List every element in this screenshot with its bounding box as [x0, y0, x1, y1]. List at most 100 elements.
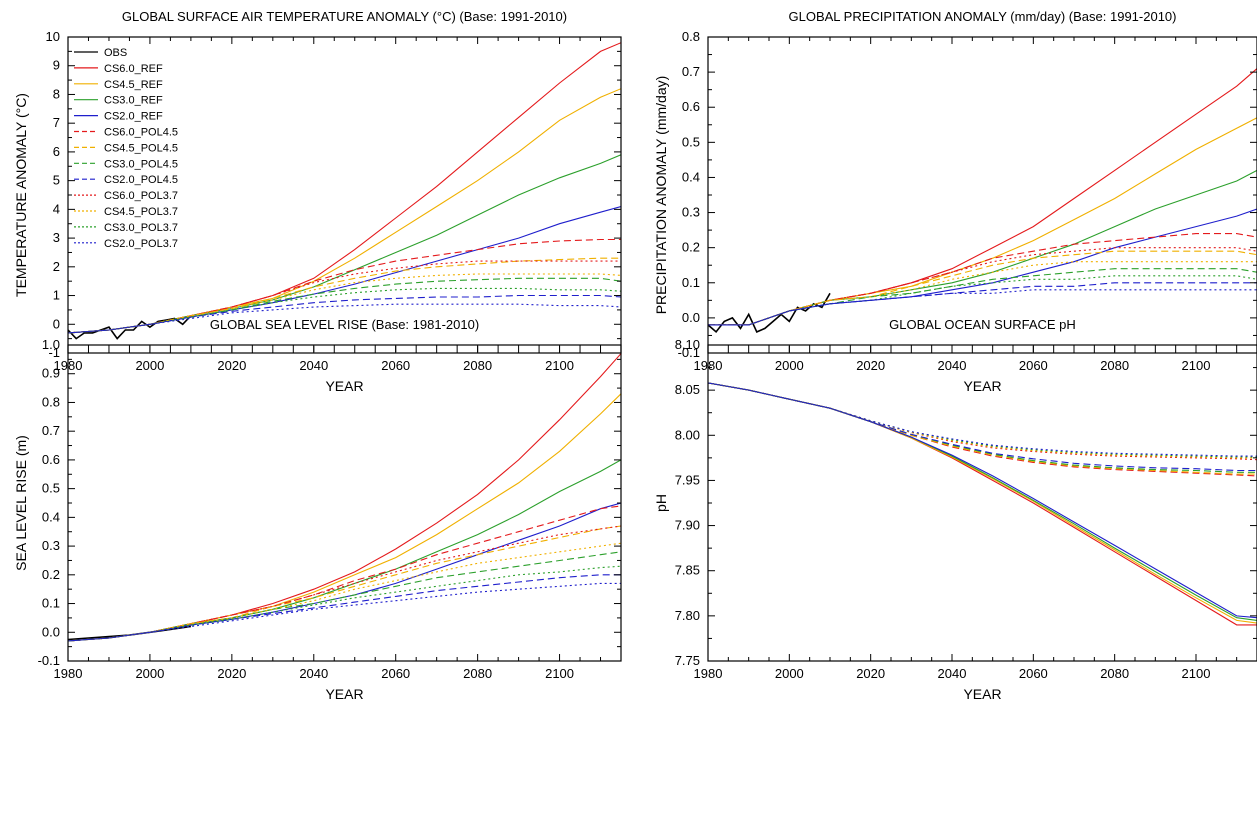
- series-line-cs2-0-ref: [708, 208, 1257, 326]
- y-tick-label: 0.9: [42, 366, 60, 381]
- series-line-cs2-0-pol4-5: [68, 294, 621, 334]
- legend-label: CS6.0_POL3.7: [104, 190, 178, 202]
- series-line-cs2-0-pol3-7: [68, 303, 621, 334]
- y-tick-label: 7.85: [675, 563, 700, 578]
- y-tick-label: 9: [53, 58, 60, 73]
- y-tick-label: 8.10: [675, 337, 700, 352]
- series-line-cs2-0-pol4-5: [68, 574, 621, 642]
- x-tick-label: 2020: [856, 666, 885, 681]
- x-tick-label: 2000: [775, 666, 804, 681]
- y-tick-label: 0.6: [682, 99, 700, 114]
- y-tick-label: 0.0: [682, 310, 700, 325]
- series-line-cs4-5-pol4-5: [68, 257, 621, 334]
- chart-title: GLOBAL SEA LEVEL RISE (Base: 1981-2010): [210, 317, 479, 332]
- x-tick-label: 2060: [1019, 358, 1048, 373]
- y-tick-label: 0: [53, 316, 60, 331]
- series-group: [708, 68, 1257, 334]
- legend-label: CS3.0_POL4.5: [104, 158, 178, 170]
- y-tick-label: 8: [53, 86, 60, 101]
- y-tick-label: 0.6: [42, 452, 60, 467]
- y-tick-label: 7.80: [675, 608, 700, 623]
- y-tick-label: 0.3: [42, 538, 60, 553]
- y-tick-label: 0.1: [42, 596, 60, 611]
- legend-label: CS2.0_POL3.7: [104, 238, 178, 250]
- series-line-cs2-0-pol3-7: [708, 382, 1257, 457]
- y-tick-label: 4: [53, 201, 60, 216]
- y-tick-label: 2: [53, 259, 60, 274]
- series-line-cs3-0-ref: [708, 382, 1257, 621]
- x-tick-label: 2100: [545, 358, 574, 373]
- x-tick-label: 2060: [381, 666, 410, 681]
- series-line-cs6-0-pol4-5: [68, 238, 621, 334]
- y-axis-label: SEA LEVEL RISE (m): [13, 435, 29, 571]
- series-line-cs2-0-ref: [68, 502, 621, 642]
- series-line-cs6-0-pol3-7: [708, 382, 1257, 461]
- chart-panel-4: GLOBAL OCEAN SURFACE pH 1980 2000 2020 2040 2…: [653, 317, 1257, 702]
- x-tick-label: 2040: [299, 358, 328, 373]
- series-line-cs2-0-pol4-5: [708, 382, 1257, 472]
- x-tick-label: 1980: [54, 666, 83, 681]
- y-tick-label: -0.1: [678, 345, 700, 360]
- y-tick-label: 0.4: [682, 169, 700, 184]
- y-tick-label: 0.2: [42, 567, 60, 582]
- y-tick-label: 3: [53, 230, 60, 245]
- chart-title: GLOBAL OCEAN SURFACE pH: [889, 317, 1076, 332]
- y-tick-label: 0.8: [682, 29, 700, 44]
- x-tick-label: 2080: [1100, 666, 1129, 681]
- y-tick-label: 0.1: [682, 275, 700, 290]
- series-line-cs3-0-pol4-5: [708, 268, 1257, 326]
- legend-label: CS4.5_POL4.5: [104, 142, 178, 154]
- y-tick-label: 0.7: [42, 423, 60, 438]
- x-tick-label: 2100: [545, 666, 574, 681]
- series-line-cs6-0-ref: [68, 353, 621, 642]
- chart-title: GLOBAL PRECIPITATION ANOMALY (mm/day) (B…: [789, 9, 1177, 24]
- y-axis-label: TEMPERATURE ANOMALY (°C): [13, 93, 29, 297]
- x-tick-label: 1980: [694, 666, 723, 681]
- chart-panel-2: GLOBAL PRECIPITATION ANOMALY (mm/day) (B…: [653, 9, 1257, 394]
- chart-panel-1: GLOBAL SURFACE AIR TEMPERATURE ANOMALY (…: [13, 9, 622, 394]
- legend-label: CS4.5_POL3.7: [104, 206, 178, 218]
- series-line-cs6-0-pol3-7: [68, 525, 621, 642]
- y-tick-label: 7.90: [675, 518, 700, 533]
- y-tick-label: 0.5: [682, 134, 700, 149]
- series-line-cs3-0-pol4-5: [708, 382, 1257, 473]
- series-line-cs2-0-pol3-7: [68, 582, 621, 642]
- chart-title: GLOBAL SURFACE AIR TEMPERATURE ANOMALY (…: [122, 9, 567, 24]
- y-tick-label: 0.5: [42, 481, 60, 496]
- y-tick-label: 8.05: [675, 382, 700, 397]
- legend-label: CS2.0_REF: [104, 111, 163, 123]
- series-line-cs6-0-pol3-7: [708, 247, 1257, 326]
- y-tick-label: 10: [46, 29, 60, 44]
- legend-label: CS3.0_POL3.7: [104, 222, 178, 234]
- series-line-cs3-0-pol4-5: [68, 277, 621, 334]
- y-tick-label: 6: [53, 144, 60, 159]
- y-tick-label: 1.0: [42, 337, 60, 352]
- series-line-cs6-0-ref: [708, 68, 1257, 326]
- x-tick-label: 2000: [775, 358, 804, 373]
- y-tick-label: -0.1: [38, 653, 60, 668]
- x-tick-label: 2080: [1100, 358, 1129, 373]
- x-tick-label: 2020: [856, 358, 885, 373]
- x-axis-label: YEAR: [325, 378, 363, 394]
- series-group: [708, 382, 1257, 626]
- x-axis-label: YEAR: [963, 378, 1001, 394]
- legend: OBS CS6.0_REF CS4.5_REF CS3.0_REF CS2.0_REF C…: [74, 47, 178, 250]
- y-tick-label: 0.4: [42, 509, 60, 524]
- legend-label: CS6.0_POL4.5: [104, 127, 178, 139]
- chart-panel-3: GLOBAL SEA LEVEL RISE (Base: 1981-2010) 1…: [13, 317, 622, 702]
- x-tick-label: 2020: [217, 358, 246, 373]
- y-tick-label: 0.2: [682, 240, 700, 255]
- series-line-cs6-0-ref: [708, 382, 1257, 626]
- series-line-obs: [708, 292, 831, 334]
- series-line-obs: [68, 315, 192, 340]
- x-tick-label: 2100: [1182, 358, 1211, 373]
- x-tick-label: 2000: [135, 358, 164, 373]
- series-line-cs4-5-pol3-7: [708, 261, 1257, 326]
- y-tick-label: 8.00: [675, 427, 700, 442]
- y-tick-label: 0.7: [682, 64, 700, 79]
- legend-label: CS4.5_REF: [104, 79, 163, 91]
- x-tick-label: 2020: [217, 666, 246, 681]
- series-line-cs4-5-pol3-7: [68, 542, 621, 642]
- legend-label: CS3.0_REF: [104, 95, 163, 107]
